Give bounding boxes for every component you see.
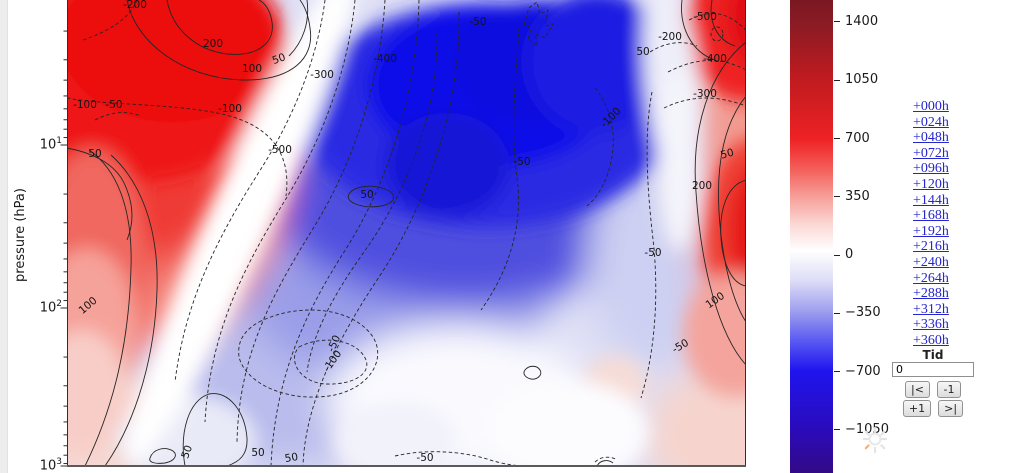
colorbar-tick — [834, 138, 840, 140]
next-step-button[interactable]: +1 — [902, 400, 932, 417]
sun-loading-icon — [862, 426, 888, 454]
contour-label: -50 — [416, 452, 433, 464]
filled-contour-field — [67, 0, 746, 466]
first-step-button[interactable]: |< — [905, 381, 930, 398]
time-link-000[interactable]: +000h — [913, 99, 949, 114]
contour-label: 50 — [251, 447, 264, 459]
y-axis-title: pressure (hPa) — [13, 188, 28, 282]
colorbar-tick-label: −350 — [845, 305, 881, 321]
stepper-row-1: |< -1 — [892, 381, 974, 398]
colorbar-tick — [834, 312, 840, 314]
y-tick-label: 101 — [39, 136, 62, 153]
contour-label: -300 — [310, 69, 334, 81]
time-link-144[interactable]: +144h — [913, 192, 949, 208]
contour-label: -500 — [268, 144, 292, 156]
contour-label: -300 — [693, 88, 717, 100]
tid-label: Tid — [922, 348, 944, 362]
colorbar-tick — [834, 196, 840, 198]
contour-lines — [67, 0, 746, 466]
contour-label: 50 — [284, 451, 299, 465]
time-input[interactable] — [892, 362, 974, 377]
stepper-row-2: +1 >| — [892, 400, 974, 417]
prev-step-button[interactable]: -1 — [936, 381, 961, 398]
time-link-168[interactable]: +168h — [913, 208, 949, 224]
time-link-336[interactable]: +336h — [913, 317, 949, 333]
y-tick-label: 102 — [39, 299, 62, 316]
contour-label: 50 — [636, 46, 649, 58]
colorbar-tick-label: −1050 — [845, 421, 889, 437]
contour-label: 50 — [179, 444, 195, 461]
time-link-096[interactable]: +096h — [913, 161, 949, 177]
y-tick-label: 103 — [39, 457, 62, 473]
time-link-072[interactable]: +072h — [913, 145, 949, 161]
contour-label: -200 — [658, 31, 682, 43]
contour-label: -100 — [218, 103, 242, 115]
contour-label: -200 — [123, 0, 147, 11]
contour-plot: -200 200 100 50 -300 -400 -50 -100 -50 -100 -500 -2… — [60, 0, 746, 467]
contour-label: 200 — [692, 180, 712, 192]
page-left-gutter — [0, 0, 8, 473]
colorbar-tick-label: 1050 — [845, 72, 879, 88]
time-link-192[interactable]: +192h — [913, 223, 949, 239]
time-link-240[interactable]: +240h — [913, 254, 949, 270]
axes-spines — [67, 0, 746, 467]
contour-label: 200 — [203, 38, 223, 50]
colorbar-tick — [834, 254, 840, 256]
contour-labels: -200 200 100 50 -300 -400 -50 -100 -50 -100 -500 -2… — [73, 0, 735, 465]
y-axis-ticks — [60, 30, 67, 467]
time-link-312[interactable]: +312h — [913, 301, 949, 317]
time-link-360[interactable]: +360h — [913, 332, 949, 348]
colorbar — [790, 0, 833, 473]
contour-label: 50 — [271, 51, 288, 67]
contour-label: -50 — [105, 99, 122, 111]
solid-contours — [67, 0, 746, 466]
contour-label: -50 — [644, 247, 661, 259]
contour-label: -400 — [373, 53, 397, 65]
contour-label: 100 — [242, 63, 262, 75]
colorbar-tick-label: 700 — [845, 130, 870, 146]
colorbar-tick — [834, 21, 840, 23]
time-link-048[interactable]: +048h — [913, 130, 949, 146]
contour-label: -100 — [73, 99, 97, 111]
time-link-288[interactable]: +288h — [913, 286, 949, 302]
colorbar-tick-label: 350 — [845, 188, 870, 204]
last-step-button[interactable]: >| — [938, 400, 964, 417]
time-link-264[interactable]: +264h — [913, 270, 949, 286]
contour-label: -500 — [693, 11, 717, 23]
contour-label: -50 — [469, 16, 486, 28]
time-link-024[interactable]: +024h — [913, 114, 949, 130]
contour-label: -400 — [703, 53, 727, 65]
contour-label: 50 — [360, 189, 373, 201]
dashed-contours — [67, 0, 746, 466]
time-links: +000h +024h +048h +072h +096h +120h +144h +168h… — [913, 99, 949, 349]
contour-label: 50 — [719, 147, 735, 162]
colorbar-tick — [834, 79, 840, 81]
contour-label: 50 — [88, 148, 101, 160]
colorbar-tick-label: −700 — [845, 363, 881, 379]
colorbar-tick-label: 1400 — [845, 13, 879, 29]
time-link-216[interactable]: +216h — [913, 239, 949, 255]
colorbar-tick — [834, 429, 840, 431]
contour-label: -50 — [513, 156, 530, 168]
colorbar-tick-label: 0 — [845, 247, 854, 263]
colorbar-tick — [834, 371, 840, 373]
time-link-120[interactable]: +120h — [913, 176, 949, 192]
